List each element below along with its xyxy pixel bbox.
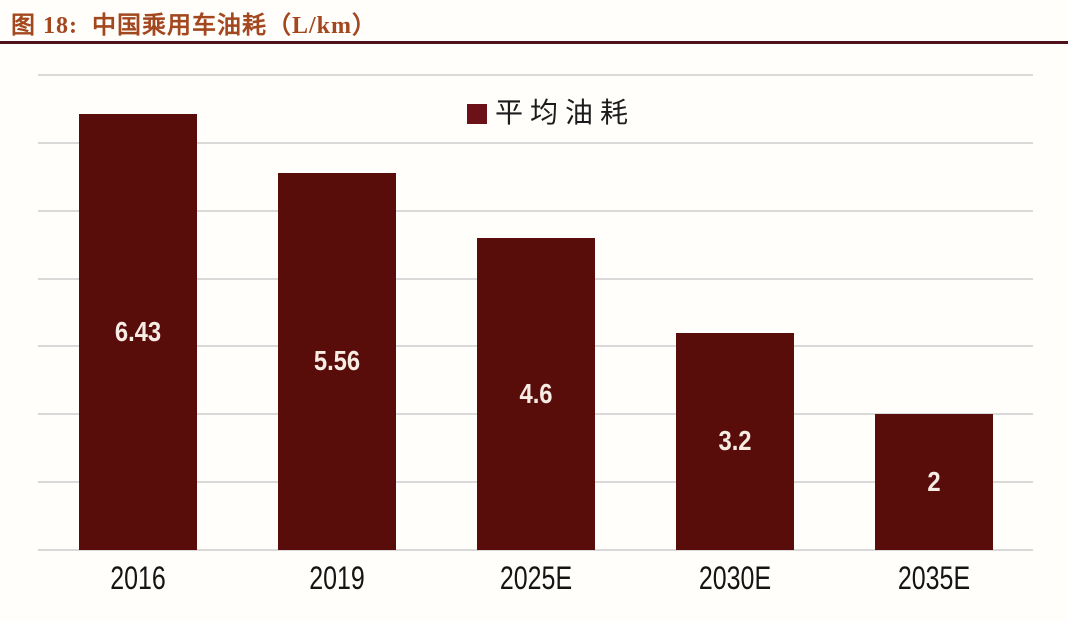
bar-2016 <box>78 113 197 550</box>
gridline <box>38 141 1033 144</box>
bar-value-label: 4.6 <box>518 377 553 409</box>
x-axis-label: 2030E <box>698 560 771 596</box>
bar-2030E <box>675 332 794 550</box>
legend: 平均油耗 <box>467 100 635 128</box>
gridline <box>38 74 1033 76</box>
x-axis-label: 2019 <box>308 560 365 596</box>
legend-label: 平均油耗 <box>495 98 636 129</box>
bar-value-label: 3.2 <box>717 425 752 457</box>
bar-2035E <box>874 414 993 550</box>
title-divider <box>0 41 1068 44</box>
bar-value-label: 2 <box>926 466 941 498</box>
x-axis-label: 2035E <box>897 560 970 596</box>
x-axis-label: 2016 <box>109 560 166 596</box>
gridline <box>38 209 1033 212</box>
bar-value-label: 5.56 <box>313 345 360 377</box>
x-axis-label: 2025E <box>499 560 572 596</box>
figure-title: 图 18: 中国乘用车油耗（L/km） <box>11 13 378 39</box>
x-axis-line <box>38 549 1033 551</box>
legend-swatch-icon <box>467 104 487 124</box>
bar-value-label: 6.43 <box>114 315 161 347</box>
bar-2025E <box>476 237 595 550</box>
bar-2019 <box>277 172 396 550</box>
